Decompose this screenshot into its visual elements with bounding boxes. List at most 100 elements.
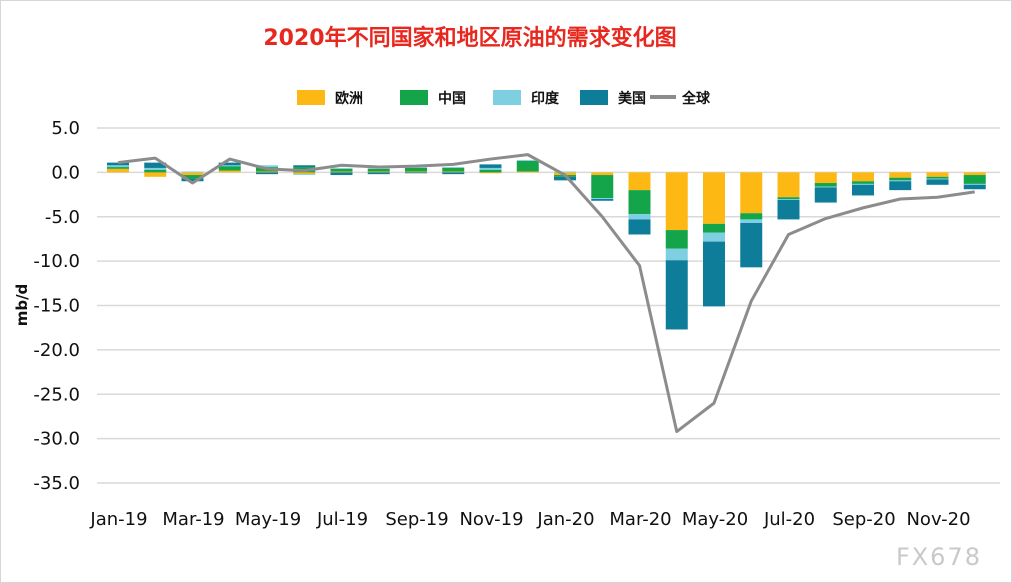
bar-segment xyxy=(889,181,912,191)
y-tick-label: -25.0 xyxy=(33,384,80,405)
y-tick-label: 5.0 xyxy=(51,118,80,139)
bar-segment xyxy=(144,172,167,177)
global-line xyxy=(117,153,975,434)
bar-segment xyxy=(740,222,763,268)
y-tick-label: -30.0 xyxy=(33,429,80,450)
bar-segment xyxy=(963,183,986,185)
x-tick-label: May-19 xyxy=(235,509,301,530)
bar-segment xyxy=(889,180,912,182)
bar-segment xyxy=(107,167,129,169)
bar-segment xyxy=(330,172,353,176)
bar-segment xyxy=(405,172,427,174)
bar-segment xyxy=(181,175,204,179)
bar-segment xyxy=(628,219,651,235)
y-axis-ticks: 5.0 0.0 -5.0 -10.0 -15.0 -20.0 -25.0 -30.0 -35.0 xyxy=(33,118,80,494)
bar-segment xyxy=(330,167,353,169)
bar-segment xyxy=(703,223,725,233)
bar-segment xyxy=(181,172,204,176)
bar-segment xyxy=(665,230,688,249)
x-tick-label: Mar-20 xyxy=(609,509,671,530)
bar-segment xyxy=(144,169,167,173)
legend-label: 美国 xyxy=(618,90,646,107)
bar-segment xyxy=(703,241,725,307)
bar-segment xyxy=(740,219,763,223)
x-tick-label: Jan-20 xyxy=(536,509,594,530)
bar-segment xyxy=(628,190,651,215)
bar-segment xyxy=(777,199,800,220)
y-tick-label: -5.0 xyxy=(45,207,80,228)
legend-label: 全球 xyxy=(681,90,711,107)
global-series-line xyxy=(117,153,975,434)
bar-segment xyxy=(144,162,167,168)
bar-segment xyxy=(256,172,278,175)
y-axis-label: mb/d xyxy=(13,284,31,327)
legend-label: 印度 xyxy=(531,90,560,107)
bar-segment xyxy=(479,164,502,168)
bar-segment xyxy=(777,197,800,199)
x-tick-label: May-20 xyxy=(682,509,748,530)
legend-swatch xyxy=(580,90,608,105)
bar-segment xyxy=(628,172,651,191)
legend-swatch xyxy=(297,90,325,105)
legend-label: 中国 xyxy=(438,90,466,107)
x-tick-label: Nov-20 xyxy=(906,509,970,530)
bar-segment xyxy=(181,178,204,182)
bar-segment xyxy=(516,171,539,173)
bar-segment xyxy=(405,171,427,173)
bar-segment xyxy=(703,232,725,242)
y-tick-label: -15.0 xyxy=(33,296,80,317)
x-tick-label: Sep-19 xyxy=(385,509,448,530)
bar-segment xyxy=(479,172,502,174)
bar-segment xyxy=(442,167,465,168)
bar-segment xyxy=(814,186,837,188)
x-tick-label: Jan-19 xyxy=(89,509,147,530)
y-tick-label: -35.0 xyxy=(33,473,80,494)
bar-segment xyxy=(852,181,874,184)
bar-segment xyxy=(889,172,912,178)
bar-segment xyxy=(926,176,949,179)
bar-segment xyxy=(554,176,576,181)
bar-segment xyxy=(479,169,502,173)
bar-segment xyxy=(107,168,129,173)
bar-segment xyxy=(218,165,241,167)
bar-segment xyxy=(181,171,204,173)
bar-segment xyxy=(479,167,502,170)
legend-swatch xyxy=(493,90,521,105)
bar-segment xyxy=(367,172,390,175)
bar-segment xyxy=(852,172,874,182)
bar-segment xyxy=(740,172,763,214)
y-tick-label: -10.0 xyxy=(33,251,80,272)
bar-segment xyxy=(591,199,614,201)
bar-segment xyxy=(293,165,316,168)
bar-segment xyxy=(442,172,465,175)
bar-segment xyxy=(665,260,688,330)
bar-segment xyxy=(740,213,763,220)
bar-segment xyxy=(591,172,614,176)
bar-segment xyxy=(442,171,465,173)
x-tick-label: Sep-20 xyxy=(832,509,895,530)
bar-segment xyxy=(144,167,167,170)
bar-segment xyxy=(852,183,874,185)
legend: 欧洲 中国 印度 美国 全球 xyxy=(297,90,711,107)
bar-segment xyxy=(926,178,949,180)
bar-segment xyxy=(256,165,278,168)
bar-segment xyxy=(665,172,688,231)
y-tick-label: 0.0 xyxy=(51,162,80,183)
bar-segment xyxy=(218,166,241,171)
bar-segment xyxy=(107,165,129,168)
bar-segment xyxy=(554,171,576,173)
bar-segment xyxy=(293,174,316,176)
bar-segment xyxy=(926,172,949,177)
bar-segment xyxy=(516,159,539,161)
bar-segment xyxy=(814,187,837,203)
bar-segment xyxy=(628,214,651,220)
bar-segment xyxy=(665,248,688,261)
bar-segment xyxy=(963,172,986,176)
bar-segment xyxy=(367,171,390,173)
x-tick-label: Jul-20 xyxy=(763,509,815,530)
bar-segment xyxy=(814,183,837,187)
x-tick-label: Mar-19 xyxy=(162,509,224,530)
bar-segment xyxy=(330,171,353,173)
x-tick-label: Nov-19 xyxy=(459,509,523,530)
